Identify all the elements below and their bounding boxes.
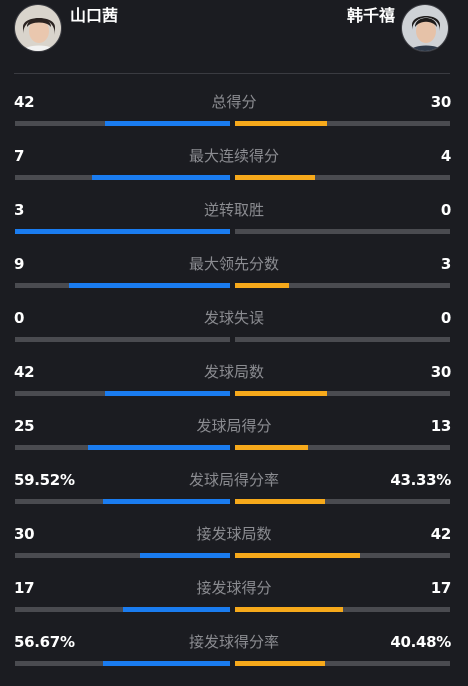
right-bar-track bbox=[235, 337, 450, 342]
right-value: 0 bbox=[440, 201, 451, 219]
left-bar-track bbox=[15, 445, 230, 450]
player-photo-icon bbox=[15, 5, 61, 51]
right-bar-track bbox=[235, 553, 450, 558]
stat-row-receive-point-rate: 56.67% 接发球得分率 40.48% bbox=[0, 633, 468, 686]
left-value: 42 bbox=[14, 93, 35, 111]
right-bar-track bbox=[235, 229, 450, 234]
right-bar-fill bbox=[235, 499, 326, 504]
stat-label: 最大连续得分 bbox=[188, 147, 279, 165]
right-value: 42 bbox=[430, 525, 452, 543]
right-bar-fill bbox=[235, 607, 343, 612]
right-value: 43.33% bbox=[390, 471, 451, 489]
left-value: 0 bbox=[14, 309, 25, 327]
right-bar-track bbox=[235, 661, 450, 666]
stat-row-serve-rallies: 42 发球局数 30 bbox=[0, 363, 468, 416]
left-bar-track bbox=[15, 121, 230, 126]
stat-row-serve-points: 25 发球局得分 13 bbox=[0, 417, 468, 470]
right-bar-track bbox=[235, 175, 450, 180]
left-bar-track bbox=[15, 661, 230, 666]
right-bar-track bbox=[235, 391, 450, 396]
left-bar-track bbox=[15, 337, 230, 342]
stat-label: 发球局数 bbox=[203, 363, 264, 381]
left-player-name: 山口茜 bbox=[70, 6, 119, 25]
left-bar-fill bbox=[122, 607, 230, 612]
player-photo-icon bbox=[402, 5, 448, 51]
left-bar-fill bbox=[139, 553, 230, 558]
left-value: 3 bbox=[14, 201, 25, 219]
stat-label: 逆转取胜 bbox=[203, 201, 264, 219]
right-value: 40.48% bbox=[390, 633, 451, 651]
right-bar-fill bbox=[235, 661, 326, 666]
left-player-avatar[interactable] bbox=[14, 4, 62, 52]
left-value: 7 bbox=[14, 147, 25, 165]
stat-label: 最大领先分数 bbox=[188, 255, 279, 273]
right-bar-track bbox=[235, 283, 450, 288]
left-bar-track bbox=[15, 499, 230, 504]
right-bar-track bbox=[235, 499, 450, 504]
right-value: 3 bbox=[440, 255, 451, 273]
right-bar-fill bbox=[235, 283, 289, 288]
right-bar-track bbox=[235, 121, 450, 126]
stat-label: 发球局得分率 bbox=[188, 471, 279, 489]
left-bar-fill bbox=[68, 283, 230, 288]
right-value: 17 bbox=[430, 579, 452, 597]
left-bar-track bbox=[15, 391, 230, 396]
left-bar-fill bbox=[88, 445, 230, 450]
stat-row-receive-points: 17 接发球得分 17 bbox=[0, 579, 468, 632]
stat-label: 接发球得分率 bbox=[188, 633, 279, 651]
right-bar-fill bbox=[235, 553, 360, 558]
right-value: 30 bbox=[430, 363, 452, 381]
left-bar-track bbox=[15, 175, 230, 180]
left-bar-track bbox=[15, 283, 230, 288]
header-divider bbox=[14, 73, 450, 74]
stat-row-max-streak: 7 最大连续得分 4 bbox=[0, 147, 468, 200]
left-value: 25 bbox=[14, 417, 35, 435]
stat-label: 总得分 bbox=[211, 93, 257, 111]
left-bar-fill bbox=[105, 391, 230, 396]
stat-row-receive-rallies: 30 接发球局数 42 bbox=[0, 525, 468, 578]
left-value: 59.52% bbox=[14, 471, 75, 489]
right-bar-fill bbox=[235, 175, 315, 180]
stat-row-serve-errors: 0 发球失误 0 bbox=[0, 309, 468, 362]
left-bar-fill bbox=[92, 175, 230, 180]
stat-label: 发球失误 bbox=[203, 309, 264, 327]
left-value: 42 bbox=[14, 363, 35, 381]
right-bar-fill bbox=[235, 445, 309, 450]
left-value: 17 bbox=[14, 579, 35, 597]
left-bar-fill bbox=[15, 229, 230, 234]
left-bar-track bbox=[15, 553, 230, 558]
left-bar-track bbox=[15, 607, 230, 612]
left-bar-fill bbox=[103, 499, 230, 504]
right-value: 0 bbox=[440, 309, 451, 327]
right-value: 4 bbox=[440, 147, 451, 165]
left-bar-fill bbox=[105, 121, 230, 126]
stat-label: 发球局得分 bbox=[196, 417, 272, 435]
stat-row-serve-point-rate: 59.52% 发球局得分率 43.33% bbox=[0, 471, 468, 524]
match-header: 山口茜 韩千禧 bbox=[0, 0, 468, 74]
right-player-name: 韩千禧 bbox=[346, 6, 395, 25]
right-player-avatar[interactable] bbox=[401, 4, 449, 52]
stat-row-total-points: 42 总得分 30 bbox=[0, 93, 468, 146]
stat-label: 接发球局数 bbox=[196, 525, 272, 543]
right-value: 13 bbox=[430, 417, 452, 435]
stat-row-max-lead: 9 最大领先分数 3 bbox=[0, 255, 468, 308]
right-bar-fill bbox=[235, 391, 328, 396]
stat-row-comebacks: 3 逆转取胜 0 bbox=[0, 201, 468, 254]
right-value: 30 bbox=[430, 93, 452, 111]
right-bar-track bbox=[235, 445, 450, 450]
stat-label: 接发球得分 bbox=[196, 579, 272, 597]
left-value: 30 bbox=[14, 525, 35, 543]
left-value: 56.67% bbox=[14, 633, 75, 651]
left-bar-fill bbox=[103, 661, 230, 666]
left-value: 9 bbox=[14, 255, 25, 273]
right-bar-track bbox=[235, 607, 450, 612]
right-bar-fill bbox=[235, 121, 328, 126]
left-bar-track bbox=[15, 229, 230, 234]
